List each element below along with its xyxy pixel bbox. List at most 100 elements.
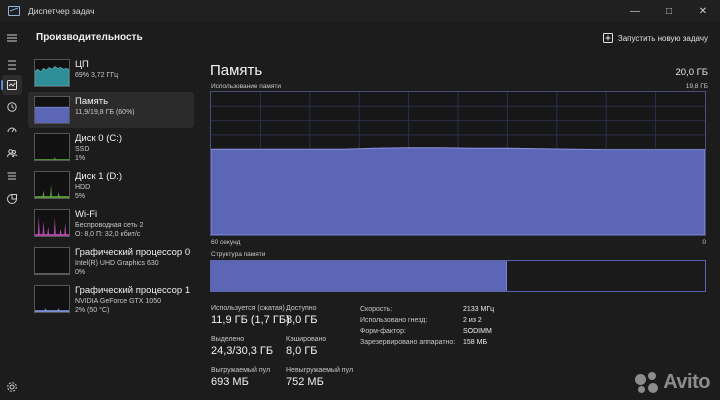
device-stat: 0% (75, 269, 86, 276)
stat-value: 11,9 ГБ (1,7 ГБ) (211, 314, 290, 326)
stat-value: 8,0 ГБ (286, 345, 318, 357)
info-form-factor-value: SODIMM (463, 328, 492, 335)
nav-history[interactable] (2, 97, 22, 117)
memory-title: Память (210, 62, 263, 79)
wifi-thumbnail (34, 209, 70, 237)
settings-icon (7, 382, 17, 392)
stat-label: Используется (сжатая) (211, 305, 285, 312)
run-new-task-label: Запустить новую задачу (617, 33, 708, 43)
users-icon (7, 149, 18, 158)
window-controls: — □ ✕ (618, 0, 720, 22)
device-name: Wi-Fi (75, 209, 98, 220)
run-new-task-button[interactable]: Запустить новую задачу (602, 30, 708, 46)
cpu-thumbnail (34, 59, 70, 87)
info-slots-value: 2 из 2 (463, 317, 482, 324)
stat-paged-pool: Выгружаемый пул 693 МБ (211, 367, 270, 388)
device-stat: SSD (75, 146, 90, 153)
device-gpu0[interactable]: Графический процессор 0 Intel(R) UHD Gra… (28, 243, 194, 279)
memory-composition-bar (210, 260, 706, 292)
nav-settings[interactable] (2, 377, 22, 397)
avito-watermark: Avito (635, 371, 710, 394)
axis-right-label: 0 (702, 239, 706, 246)
window-title: Диспетчер задач (28, 6, 95, 16)
usage-label: Использование памяти (211, 83, 281, 90)
disk0-thumbnail (34, 133, 70, 161)
device-stat: 2% (50 °C) (75, 307, 110, 314)
close-button[interactable]: ✕ (698, 5, 708, 17)
device-disk1[interactable]: Диск 1 (D:) HDD 5% (28, 167, 194, 203)
device-stat: О: 8,0 П: 32,0 кбит/с (75, 231, 141, 238)
nav-services[interactable] (2, 189, 22, 209)
memory-thumbnail (34, 96, 70, 124)
composition-label: Структура памяти (211, 251, 266, 258)
memory-total: 20,0 ГБ (675, 67, 708, 78)
device-stat: 11,9/19,8 ГБ (60%) (75, 109, 135, 116)
performance-icon (7, 80, 17, 90)
info-reserved-label: Зарезервировано аппаратно: (360, 339, 456, 346)
device-name: Графический процессор 0 (75, 247, 191, 258)
device-stat: HDD (75, 184, 91, 191)
device-stat: Intel(R) UHD Graphics 630 (75, 260, 159, 267)
nav-users[interactable] (2, 143, 22, 163)
memory-usage-graph (210, 91, 706, 236)
stat-cached: Кэшировано 8,0 ГБ (286, 336, 326, 357)
stat-label: Кэшировано (286, 336, 327, 343)
details-icon (7, 172, 16, 180)
info-speed-label: Скорость: (360, 306, 393, 313)
composition-in-use (211, 261, 508, 291)
disk1-thumbnail (34, 171, 70, 199)
stat-committed: Выделено 24,3/30,3 ГБ (211, 336, 273, 357)
device-gpu1[interactable]: Графический процессор 1 NVIDIA GeForce G… (28, 281, 194, 317)
device-name: Графический процессор 1 (75, 285, 191, 296)
device-name: Память (75, 96, 109, 107)
device-cpu[interactable]: ЦП 69% 3,72 ГГц (28, 55, 194, 91)
task-manager-icon (8, 6, 20, 16)
info-reserved-value: 158 МБ (463, 339, 488, 346)
device-stat: 1% (75, 155, 86, 162)
usage-max: 19,8 ГБ (685, 83, 708, 90)
stat-value: 8,0 ГБ (286, 314, 318, 326)
info-slots-label: Использовано гнезд: (360, 317, 428, 324)
add-task-icon (602, 33, 613, 43)
hamburger-button[interactable] (2, 28, 22, 48)
gpu1-thumbnail (34, 285, 70, 313)
stat-nonpaged-pool: Невыгружаемый пул 752 МБ (286, 367, 353, 388)
stat-value: 752 МБ (286, 376, 324, 388)
stat-label: Невыгружаемый пул (286, 367, 354, 374)
processes-icon (8, 60, 16, 70)
device-name: Диск 1 (D:) (75, 171, 123, 182)
nav-performance[interactable] (1, 75, 22, 95)
stat-value: 24,3/30,3 ГБ (211, 345, 274, 357)
startup-icon (7, 127, 17, 133)
info-speed-value: 2133 МГц (463, 306, 495, 313)
axis-left-label: 60 секунд (211, 239, 241, 246)
device-stat: NVIDIA GeForce GTX 1050 (75, 298, 161, 305)
stat-in-use: Используется (сжатая) 11,9 ГБ (1,7 ГБ) (211, 305, 290, 326)
title-bar: Диспетчер задач — □ ✕ (0, 0, 720, 22)
nav-rail (0, 22, 24, 400)
page-title: Производительность (36, 32, 143, 43)
device-wifi[interactable]: Wi-Fi Беспроводная сеть 2 О: 8,0 П: 32,0… (28, 205, 194, 241)
minimize-button[interactable]: — (630, 5, 640, 17)
maximize-button[interactable]: □ (665, 5, 673, 17)
device-stat: Беспроводная сеть 2 (75, 222, 144, 229)
usage-area (211, 147, 705, 235)
hamburger-icon (7, 34, 17, 42)
stat-value: 693 МБ (211, 376, 249, 388)
stat-label: Выделено (211, 336, 245, 343)
history-icon (7, 102, 17, 112)
avito-logo-icon (635, 371, 659, 394)
device-disk0[interactable]: Диск 0 (C:) SSD 1% (28, 129, 194, 165)
stat-label: Доступно (286, 305, 317, 312)
nav-processes[interactable] (2, 55, 22, 75)
watermark-text: Avito (663, 371, 710, 393)
nav-startup[interactable] (2, 120, 22, 140)
info-form-factor-label: Форм-фактор: (360, 328, 406, 335)
stat-available: Доступно 8,0 ГБ (286, 305, 318, 326)
device-memory[interactable]: Память 11,9/19,8 ГБ (60%) (28, 92, 194, 128)
stat-label: Выгружаемый пул (211, 367, 271, 374)
services-icon (7, 194, 17, 204)
nav-details[interactable] (2, 166, 22, 186)
device-name: Диск 0 (C:) (75, 133, 123, 144)
device-name: ЦП (75, 59, 89, 70)
